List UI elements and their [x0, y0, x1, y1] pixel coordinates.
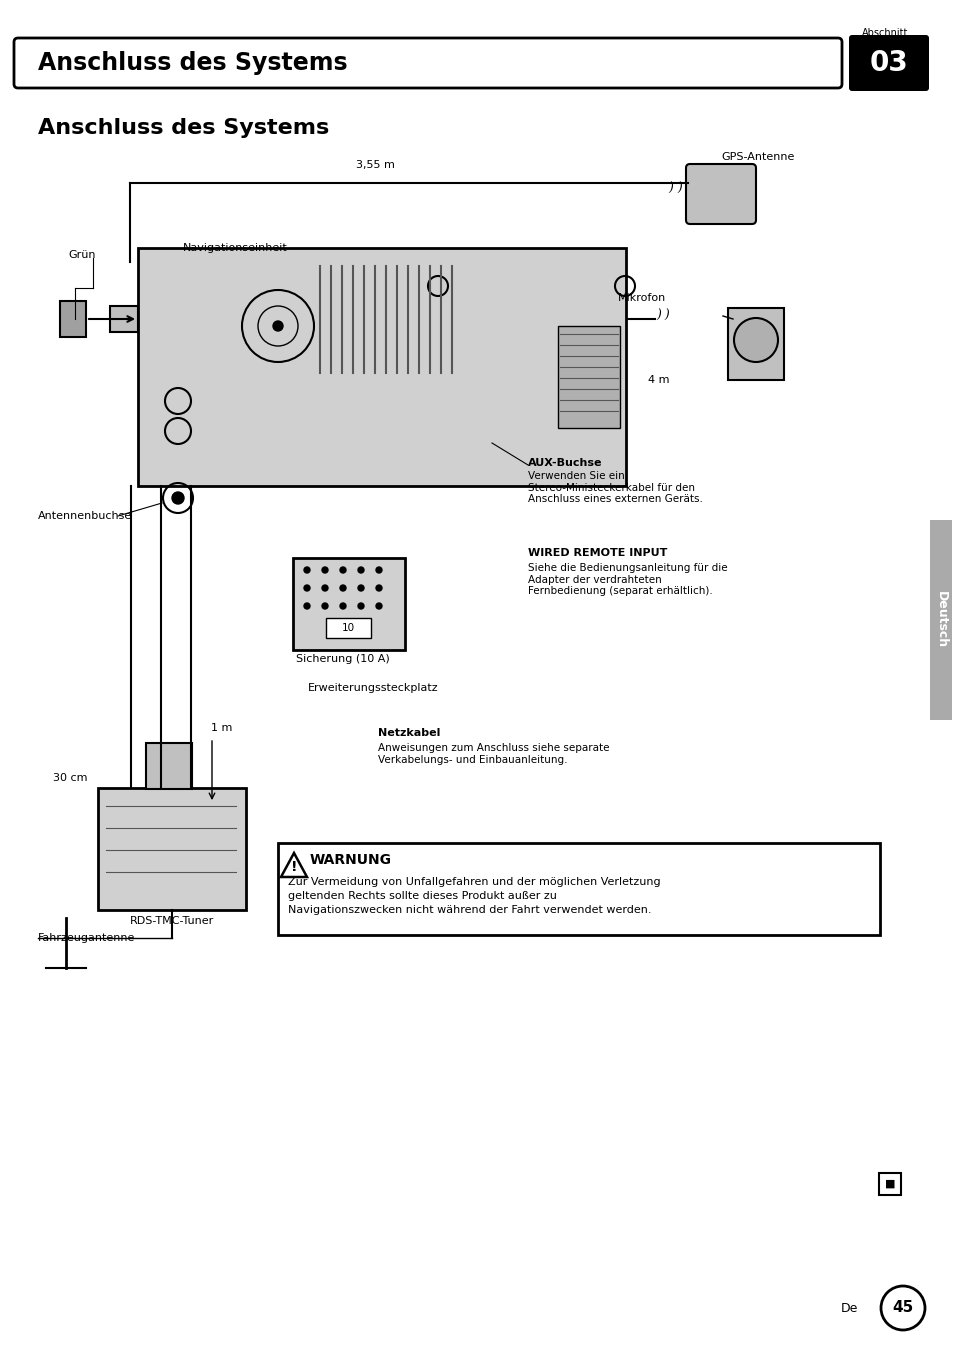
Text: Erweiterungssteckplatz: Erweiterungssteckplatz	[308, 683, 438, 694]
Text: 45: 45	[891, 1301, 913, 1315]
Text: WARNUNG: WARNUNG	[310, 853, 392, 867]
Circle shape	[172, 492, 184, 504]
Text: Deutsch: Deutsch	[934, 591, 946, 649]
Text: Anweisungen zum Anschluss siehe separate
Verkabelungs- und Einbauanleitung.: Anweisungen zum Anschluss siehe separate…	[377, 744, 609, 765]
Text: Grün: Grün	[68, 250, 95, 260]
Circle shape	[339, 603, 346, 608]
Circle shape	[322, 585, 328, 591]
Text: Abschnitt: Abschnitt	[862, 28, 907, 38]
Text: Fahrzeugantenne: Fahrzeugantenne	[38, 933, 135, 942]
Text: Anschluss des Systems: Anschluss des Systems	[38, 118, 329, 138]
Circle shape	[375, 585, 381, 591]
Text: 1 m: 1 m	[212, 723, 233, 733]
Bar	[146, 744, 192, 790]
Text: ) ): ) )	[656, 308, 669, 322]
Text: 30 cm: 30 cm	[52, 773, 87, 783]
Bar	[277, 844, 879, 936]
Text: De: De	[840, 1302, 857, 1314]
Text: Antennenbuchse: Antennenbuchse	[38, 511, 132, 521]
Circle shape	[375, 603, 381, 608]
Text: 3,55 m: 3,55 m	[355, 160, 394, 170]
Circle shape	[322, 566, 328, 573]
Text: Anschluss des Systems: Anschluss des Systems	[38, 51, 347, 74]
Circle shape	[357, 566, 364, 573]
Text: !: !	[291, 860, 297, 873]
Circle shape	[304, 585, 310, 591]
Circle shape	[322, 603, 328, 608]
Bar	[60, 301, 86, 337]
Bar	[293, 558, 405, 650]
Text: 10: 10	[341, 623, 355, 633]
Bar	[138, 247, 625, 485]
Bar	[558, 326, 619, 429]
Text: Netzkabel: Netzkabel	[377, 727, 440, 738]
Circle shape	[304, 603, 310, 608]
Text: Verwenden Sie ein
Stereo-Ministeckerkabel für den
Anschluss eines externen Gerät: Verwenden Sie ein Stereo-Ministeckerkabe…	[527, 470, 702, 504]
Text: Navigationseinheit: Navigationseinheit	[183, 243, 288, 253]
Text: Mikrofon: Mikrofon	[618, 293, 665, 303]
Text: Sicherung (10 A): Sicherung (10 A)	[295, 654, 390, 664]
Bar	[98, 788, 246, 910]
Bar	[929, 521, 951, 721]
Circle shape	[357, 603, 364, 608]
FancyBboxPatch shape	[848, 35, 928, 91]
Text: 03: 03	[869, 49, 907, 77]
Text: WIRED REMOTE INPUT: WIRED REMOTE INPUT	[527, 548, 667, 558]
FancyBboxPatch shape	[14, 38, 841, 88]
Text: GPS-Antenne: GPS-Antenne	[720, 151, 794, 162]
Text: 4 m: 4 m	[647, 375, 669, 385]
Circle shape	[375, 566, 381, 573]
Bar	[878, 1174, 900, 1195]
Bar	[110, 306, 138, 333]
Text: ■: ■	[883, 1179, 894, 1188]
Text: Zur Vermeidung von Unfallgefahren und der möglichen Verletzung
geltenden Rechts : Zur Vermeidung von Unfallgefahren und de…	[288, 877, 659, 915]
Circle shape	[304, 566, 310, 573]
Circle shape	[339, 585, 346, 591]
Bar	[727, 308, 783, 380]
Circle shape	[339, 566, 346, 573]
Text: AUX-Buchse: AUX-Buchse	[527, 458, 602, 468]
Text: ) ): ) )	[660, 181, 682, 195]
Text: RDS-TMC-Tuner: RDS-TMC-Tuner	[130, 917, 213, 926]
Circle shape	[273, 320, 283, 331]
Circle shape	[357, 585, 364, 591]
Text: Siehe die Bedienungsanleitung für die
Adapter der verdrahteten
Fernbedienung (se: Siehe die Bedienungsanleitung für die Ad…	[527, 562, 727, 596]
Polygon shape	[281, 853, 307, 877]
Bar	[326, 618, 371, 638]
FancyBboxPatch shape	[685, 164, 755, 224]
Circle shape	[733, 318, 778, 362]
